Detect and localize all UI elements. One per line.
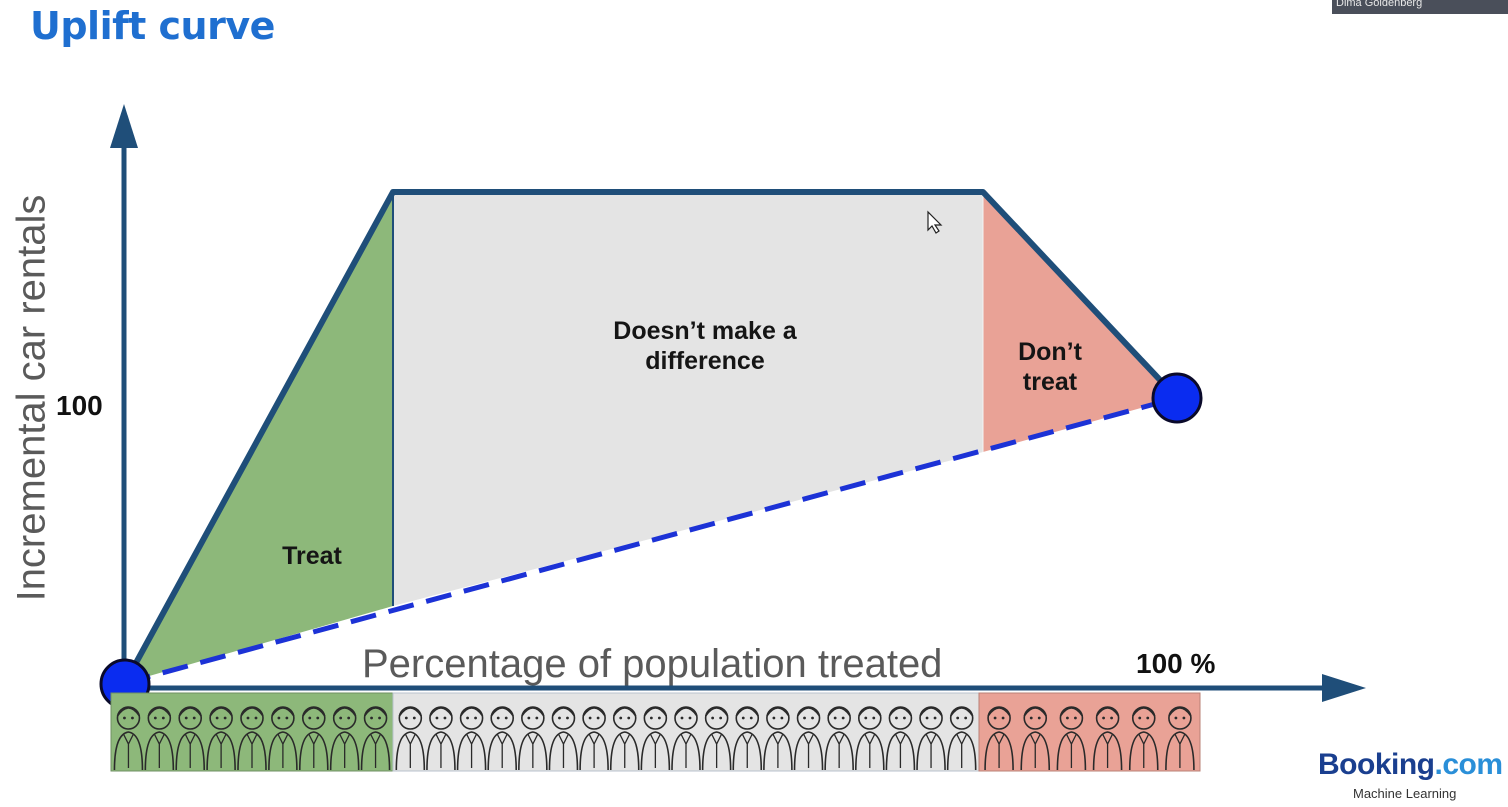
person-icon [206,706,236,771]
person-icon [144,706,175,771]
no-difference-label: Doesn’t make a difference [613,317,797,375]
x-tick-label: 100 % [1136,648,1216,679]
dont-treat-region [983,192,1177,452]
person-icon [175,706,206,771]
person-icon [916,706,946,771]
random-baseline [124,395,1178,686]
person-icon [1128,706,1159,771]
brand-subtitle: Machine Learning [1353,786,1457,801]
person-icon [329,706,360,771]
person-icon [426,706,456,771]
y-axis-label: Incremental car rentals [9,194,54,602]
person-icon [579,706,609,771]
person-icon [946,706,977,771]
population-strip [110,692,1201,772]
x-axis-label: Percentage of population treated [362,642,943,686]
y-tick-label: 100 [56,390,103,421]
person-icon [1165,706,1195,771]
dont-treat-label: Don’t treat [1018,338,1082,396]
x-axis-arrow-icon [1322,674,1366,702]
endpoint [1151,372,1203,424]
person-icon [360,706,391,771]
person-icon [609,706,640,771]
mouse-cursor-icon [927,210,943,234]
person-icon [395,706,426,771]
webcam-tile[interactable]: Dima Goldenberg [1332,0,1508,14]
person-icon [793,706,824,771]
person-icon [885,706,916,771]
person-icon [298,706,329,771]
person-icon [984,706,1014,771]
person-icon [456,706,487,771]
y-axis-arrow-icon [110,104,138,148]
person-icon [824,706,854,771]
logo-suffix: .com [1434,748,1504,781]
person-icon [518,706,548,771]
person-icon [763,706,793,771]
person-icon [732,706,763,771]
population-segment-dont-treat [978,692,1201,772]
person-icon [113,706,144,771]
person-icon [268,706,298,771]
slide-title: Uplift curve [30,4,275,48]
person-icon [671,706,701,771]
person-icon [1056,706,1087,771]
treat-label: Treat [282,542,342,570]
person-icon [1020,706,1051,771]
person-icon [1092,706,1123,771]
person-icon [237,706,267,771]
person-icon [487,706,518,771]
webcam-name: Dima Goldenberg [1336,0,1423,9]
logo-main: Booking [1318,748,1435,781]
person-icon [548,706,579,771]
uplift-curve [122,189,1180,685]
person-icon [854,706,885,771]
person-icon [640,706,671,771]
person-icon [701,706,732,771]
booking-logo: Booking.com [1318,748,1503,782]
no-difference-region [393,192,983,606]
